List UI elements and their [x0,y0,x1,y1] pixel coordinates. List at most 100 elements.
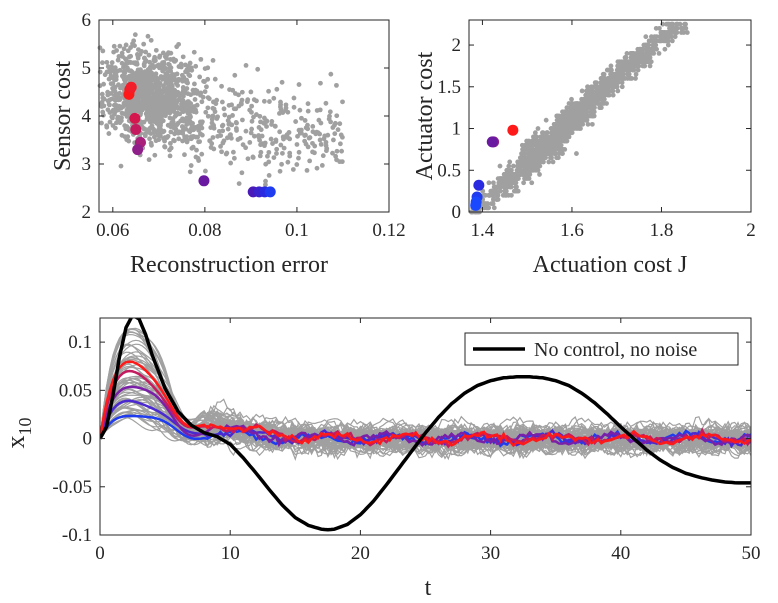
scatter-point [584,117,590,123]
scatter-point [176,136,182,142]
scatter-point [167,115,173,121]
scatter-point [257,153,263,159]
scatter-point [601,71,607,77]
scatter-point [187,169,193,175]
scatter-point [647,59,653,65]
scatter-point [674,21,679,27]
scatter-point [633,76,638,81]
x-tick-label: 30 [481,543,500,564]
scatter-point [620,67,626,73]
scatter-point [183,100,188,106]
scatter-point [188,163,194,168]
y-tick-label: 5 [82,58,92,79]
scatter-point [107,70,113,75]
y-tick-label: 4 [82,106,92,127]
scatter-point [500,176,506,182]
scatter-point [226,102,232,108]
scatter-point [239,89,245,95]
scatter-point [193,134,199,140]
scatter-point [115,68,120,74]
scatter-point [593,88,599,94]
scatter-point [193,125,199,130]
scatter-point [111,43,117,49]
scatter-point [218,143,223,149]
scatter-point [493,184,499,190]
scatter-point [156,100,162,106]
scatter-point [521,180,527,186]
scatter-point [624,50,630,56]
scatter-point [274,146,280,152]
scatter-point [527,142,532,148]
scatter-point [559,134,565,140]
scatter-point [219,83,224,89]
scatter-point [163,77,169,83]
scatter-point [272,123,278,129]
scatter-point [212,109,218,115]
scatter-point [147,59,153,65]
scatter-point [633,71,639,77]
scatter-point [622,55,628,60]
scatter-point [109,60,115,65]
scatter-point [568,105,574,111]
scatter-point [147,109,153,115]
scatter-point [536,142,542,148]
scatter-point [507,184,513,190]
scatter-point [337,141,343,147]
x-tick-label: 40 [611,543,630,564]
scatter-point [665,42,671,48]
scatter-point [504,167,510,173]
scatter-point [132,43,137,49]
plot-box [99,317,752,536]
scatter-point [271,95,277,101]
scatter-point [107,110,113,115]
scatter-point [224,150,230,156]
scatter-point [123,42,129,48]
scatter-point [123,57,129,63]
scatter-point [296,82,302,87]
scatter-point [601,92,607,98]
scatter-point [140,74,146,80]
scatter-point [562,109,568,115]
scatter-point [509,180,515,186]
scatter-point [221,106,227,112]
scatter-point [174,110,180,116]
scatter-point [535,167,541,173]
scatter-point [515,163,521,169]
y-tick-label: 0.05 [59,380,92,401]
x-tick-label: 10 [221,543,240,564]
scatter-point [303,125,309,131]
scatter-point [598,84,604,90]
scatter-point [263,178,268,184]
scatter-point [251,97,257,103]
scatter-point [176,93,182,99]
scatter-point [178,118,184,124]
scatter-point [616,59,622,65]
scatter-point [647,55,653,60]
scatter-point [340,99,345,105]
scatter-point [168,108,174,114]
scatter-point [534,155,539,161]
scatter-point [647,46,653,52]
scatter-point [210,113,216,119]
scatter-point [152,128,158,134]
scatter-point [247,140,253,145]
scatter-point [117,95,122,101]
highlighted-point [129,112,141,124]
scatter-point [650,38,656,44]
scatter-point [147,64,153,70]
scatter-point [291,95,297,101]
scatter-point [296,149,302,155]
scatter-point [619,84,625,90]
scatter-point [294,162,300,167]
scatter-point [202,168,208,174]
scatter-point [255,66,261,72]
x-tick-label: 1.6 [560,220,584,241]
scatter-point [105,64,111,69]
scatter-point [557,126,563,131]
scatter-point [146,52,152,58]
scatter-point [164,56,170,61]
scatter-cloud [468,21,690,215]
scatter-point [106,101,112,107]
scatter-point [157,54,162,60]
scatter-point [484,201,490,207]
